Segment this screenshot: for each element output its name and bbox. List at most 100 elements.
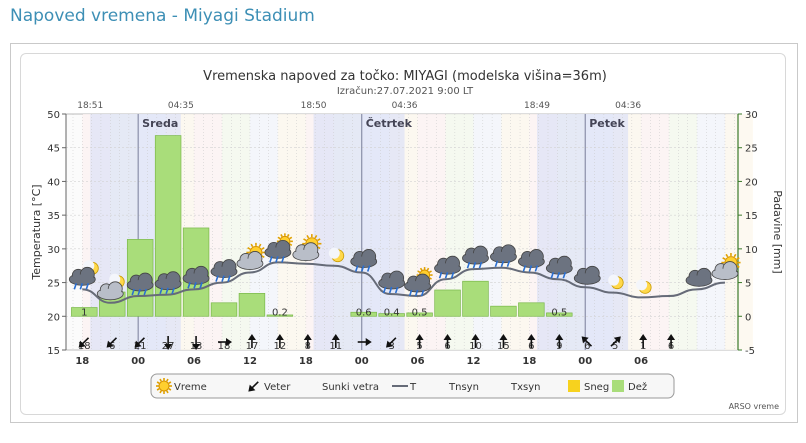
x-tick-label: 00: [355, 356, 369, 367]
wind-arrow-icon: [248, 381, 259, 392]
sun-time-label: 04:36: [615, 101, 641, 111]
sun-time-label: 18:49: [524, 101, 550, 111]
time-stripe: [697, 114, 725, 350]
precip-bar: [210, 302, 238, 317]
sun-time-label: 18:50: [301, 101, 327, 111]
precip-bar: [350, 311, 377, 317]
precip-bar: [238, 293, 266, 317]
wind-speed-label: 5: [612, 341, 618, 352]
partly-cloudy-rain-icon: [264, 233, 293, 263]
chart-title: Vremenska napoved za točko: MIYAGI (mode…: [203, 69, 607, 84]
rain-night-icon: [68, 260, 99, 290]
rain-cloud-icon: [182, 265, 210, 289]
y2-tick-label: 25: [745, 144, 758, 155]
legend-label: T: [409, 382, 417, 393]
y-tick-label: 15: [47, 346, 60, 357]
wind-speed-label: 6: [584, 341, 590, 352]
legend-item: T: [392, 382, 417, 393]
y2-tick-label: -5: [745, 346, 755, 357]
wind-arrow-icon: [218, 338, 233, 346]
wind-arrow-icon: [303, 334, 312, 348]
x-tick-label: 06: [187, 356, 201, 367]
wind-arrow-icon: [192, 336, 201, 350]
legend-label: Tnsyn: [448, 382, 479, 393]
y-tick-label: 25: [47, 279, 60, 290]
precip-bar: [490, 305, 517, 317]
wind-arrow-icon: [581, 336, 593, 347]
rain-cloud-icon: [462, 245, 489, 269]
legend-box: [150, 373, 675, 399]
y-tick-label: 30: [47, 245, 60, 256]
wind-arrow-icon: [415, 334, 424, 348]
precip-bar: [406, 312, 433, 317]
legend-item: Sunki vetra: [322, 382, 379, 393]
sun-time-label: 18:51: [77, 101, 103, 111]
cloudy-icon: [573, 265, 601, 285]
time-stripe: [641, 114, 670, 350]
rain-cloud-icon: [210, 259, 238, 282]
day-label: Petek: [589, 117, 625, 130]
rain-cloud-icon: [545, 255, 573, 279]
legend-item: Tnsyn: [448, 382, 479, 393]
y-tick-label: 50: [47, 110, 60, 121]
wind-arrow-icon: [78, 337, 90, 348]
moon-icon: [328, 247, 345, 263]
partly-cloudy-icon: [292, 234, 322, 262]
precip-bar: [378, 313, 405, 317]
partly-cloudy-rain-icon: [404, 267, 433, 297]
x-tick-label: 18: [75, 356, 89, 367]
precip-label: 1: [81, 307, 87, 318]
y2-tick-label: 15: [745, 211, 758, 222]
legend-label: Veter: [264, 382, 291, 393]
x-tick-label: 00: [131, 356, 145, 367]
x-tick-label: 12: [467, 356, 481, 367]
legend-item: Sneg: [568, 380, 609, 393]
y-axis-label: Temperatura [°C]: [30, 184, 43, 280]
wind-arrow-icon: [357, 338, 372, 346]
time-stripe: [277, 114, 306, 350]
rain-cloud-icon: [378, 270, 406, 294]
legend-label: Sunki vetra: [322, 382, 379, 393]
legend-snow-swatch: [568, 380, 580, 392]
precip-label: 0.2: [272, 307, 288, 318]
rain-cloud-icon: [434, 255, 461, 279]
cloudy-icon: [685, 267, 713, 287]
x-tick-label: 06: [411, 356, 425, 367]
x-tick-label: 18: [522, 356, 536, 367]
precip-bar: [518, 302, 545, 317]
y2-tick-label: 20: [745, 177, 758, 188]
legend-item: Txsyn: [510, 382, 541, 393]
y2-axis-label: Padavine [mm]: [771, 190, 784, 273]
legend-item: Veter: [248, 381, 291, 393]
day-label: Sreda: [142, 117, 178, 130]
precip-bar: [462, 280, 489, 317]
wind-arrow-icon: [164, 336, 173, 350]
legend-rain-swatch: [612, 380, 624, 392]
moon-icon: [636, 279, 652, 294]
wind-arrow-icon: [639, 334, 648, 348]
moon-icon: [608, 274, 624, 290]
sun-time-label: 04:36: [392, 101, 418, 111]
wind-arrow-icon: [527, 334, 536, 348]
wind-speed-label: 18: [218, 341, 231, 352]
precip-bar: [546, 312, 573, 317]
precip-label: 0.6: [356, 307, 372, 318]
rain-cloud-icon: [517, 249, 545, 272]
legend-label: Vreme: [174, 382, 207, 393]
day-label: Četrtek: [366, 117, 413, 130]
y2-tick-label: 10: [745, 245, 758, 256]
wind-arrow-icon: [331, 334, 340, 348]
wind-arrow-icon: [106, 337, 118, 348]
rain-cloud-icon: [126, 272, 154, 296]
precip-label: 0.4: [384, 307, 400, 318]
wind-arrow-icon: [471, 334, 480, 348]
legend-label: Txsyn: [510, 382, 541, 393]
y-tick-label: 35: [47, 211, 60, 222]
precip-bar: [266, 314, 294, 317]
x-tick-label: 00: [578, 356, 592, 367]
wind-arrow-icon: [247, 334, 256, 348]
wind-arrow-icon: [499, 334, 508, 348]
y-tick-label: 40: [47, 177, 60, 188]
partly-cloudy-icon: [236, 242, 266, 270]
temperature-line: [82, 261, 725, 304]
